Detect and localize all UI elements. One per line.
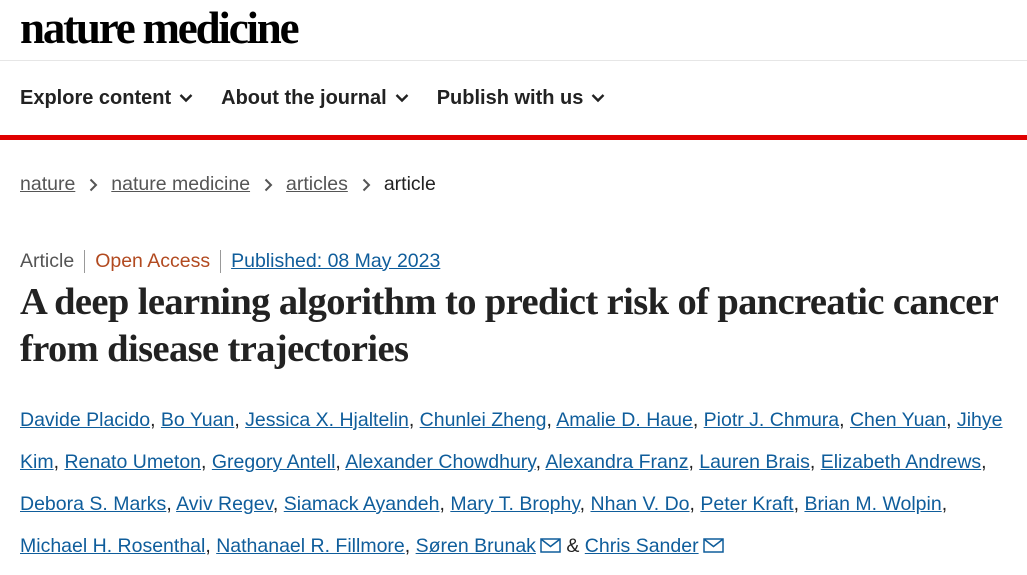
chevron-right-icon	[90, 178, 98, 191]
nav-publish-with-us[interactable]: Publish with us	[437, 87, 606, 110]
author-link[interactable]: Mary T. Brophy	[450, 493, 580, 515]
author-link[interactable]: Gregory Antell	[211, 451, 336, 473]
author-link[interactable]: Elizabeth Andrews	[820, 451, 982, 473]
logo-bar: nature medicine	[0, 0, 1027, 61]
author-link[interactable]: Debora S. Marks	[20, 493, 167, 515]
author-link[interactable]: Chunlei Zheng	[419, 409, 547, 431]
author-link[interactable]: Alexandra Franz	[545, 451, 689, 473]
nav-about-journal-label: About the journal	[221, 86, 387, 109]
chevron-down-icon	[179, 94, 193, 103]
author-link[interactable]: Chris Sander	[584, 535, 699, 557]
author-link[interactable]: Aviv Regev	[176, 493, 273, 515]
author-link[interactable]: Alexander Chowdhury	[345, 451, 536, 473]
author-link[interactable]: Bo Yuan	[160, 409, 235, 431]
author-link[interactable]: Nhan V. Do	[590, 493, 690, 515]
article-meta: Article Open Access Published: 08 May 20…	[0, 247, 1027, 275]
nav-publish-with-us-label: Publish with us	[436, 86, 584, 109]
author-link[interactable]: Jessica X. Hjaltelin	[245, 409, 409, 431]
article-type: Article	[20, 249, 86, 273]
chevron-right-icon	[264, 178, 273, 191]
breadcrumb-nature[interactable]: nature	[20, 173, 76, 195]
published-date-link[interactable]: Published: 08 May 2023	[231, 249, 441, 272]
nav-about-journal[interactable]: About the journal	[221, 87, 409, 110]
main-nav: Explore content About the journal Publis…	[0, 61, 1027, 135]
author-link[interactable]: Renato Umeton	[64, 451, 202, 473]
article-title: A deep learning algorithm to predict ris…	[20, 281, 998, 370]
author-link[interactable]: Peter Kraft	[700, 493, 794, 515]
chevron-down-icon	[592, 94, 605, 103]
author-conjunction: &	[566, 535, 580, 557]
author-link[interactable]: Søren Brunak	[415, 535, 536, 557]
open-access-badge: Open Access	[85, 249, 222, 273]
nav-explore-content[interactable]: Explore content	[20, 87, 193, 110]
mail-icon[interactable]	[540, 538, 561, 553]
author-link[interactable]: Amalie D. Haue	[556, 409, 693, 431]
author-link[interactable]: Davide Placido	[20, 409, 151, 431]
breadcrumb-nature-medicine[interactable]: nature medicine	[111, 173, 251, 195]
breadcrumb-articles[interactable]: articles	[286, 173, 348, 195]
author-link[interactable]: Michael H. Rosenthal	[20, 535, 206, 557]
journal-logo[interactable]: nature medicine	[20, 3, 300, 53]
breadcrumb: nature nature medicine articles article	[0, 173, 1027, 196]
author-link[interactable]: Jihye Kim	[20, 409, 1003, 473]
author-link[interactable]: Brian M. Wolpin	[804, 493, 942, 515]
author-list: Davide Placido, Bo Yuan, Jessica X. Hjal…	[20, 409, 1003, 557]
nav-explore-content-label: Explore content	[20, 86, 172, 109]
author-link[interactable]: Chen Yuan	[849, 409, 947, 431]
chevron-right-icon	[362, 178, 371, 191]
chevron-down-icon	[395, 94, 409, 103]
author-link[interactable]: Piotr J. Chmura	[703, 409, 840, 431]
mail-icon[interactable]	[702, 538, 724, 553]
breadcrumb-current: article	[383, 173, 436, 195]
header-accent-rule	[0, 135, 1027, 140]
author-link[interactable]: Lauren Brais	[699, 451, 810, 473]
author-link[interactable]: Nathanael R. Fillmore	[216, 535, 405, 557]
author-link[interactable]: Siamack Ayandeh	[283, 493, 440, 515]
